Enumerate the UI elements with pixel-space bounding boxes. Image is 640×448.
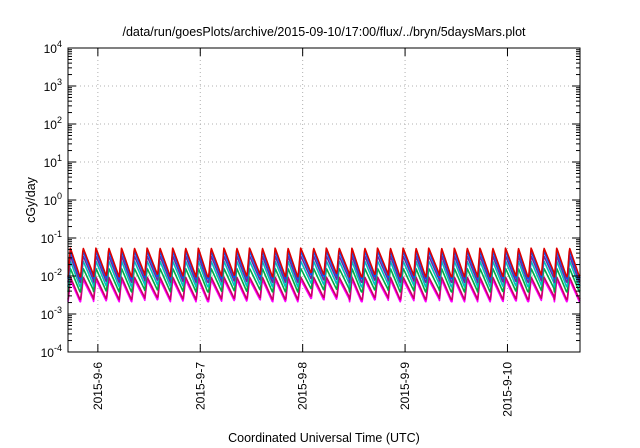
grid-layer — [68, 48, 580, 352]
y-tick-label: 102 — [44, 115, 62, 132]
series-line — [67, 267, 581, 293]
series-line — [67, 247, 581, 278]
tick-layer: 10-4 10-3 10-2 10-1 100 101 102 103 104 2015-9-6 2… — [41, 39, 580, 417]
y-axis-label: cGy/day — [24, 176, 38, 223]
y-tick-label: 10-2 — [41, 267, 62, 284]
series-line — [67, 255, 581, 284]
y-tick-label: 103 — [44, 77, 62, 94]
series-line — [67, 279, 581, 303]
chart-title: /data/run/goesPlots/archive/2015-09-10/1… — [122, 25, 526, 39]
series-line — [67, 276, 581, 301]
series-line — [67, 250, 581, 280]
y-tick-label: 101 — [44, 153, 62, 170]
x-axis-label: Coordinated Universal Time (UTC) — [228, 431, 420, 445]
series-line — [67, 260, 581, 288]
y-tick-label: 100 — [44, 191, 62, 208]
x-tick-label: 2015-9-8 — [296, 362, 310, 410]
y-tick-label: 10-4 — [41, 343, 62, 360]
x-tick-label: 2015-9-6 — [91, 362, 105, 410]
x-tick-label: 2015-9-10 — [500, 362, 514, 417]
series-layer — [67, 247, 581, 303]
y-tick-label: 10-1 — [41, 229, 62, 246]
y-tick-label: 10-3 — [41, 305, 62, 322]
y-tick-label: 104 — [44, 39, 62, 56]
x-tick-label: 2015-9-9 — [398, 362, 412, 410]
x-tick-label: 2015-9-7 — [193, 362, 207, 410]
